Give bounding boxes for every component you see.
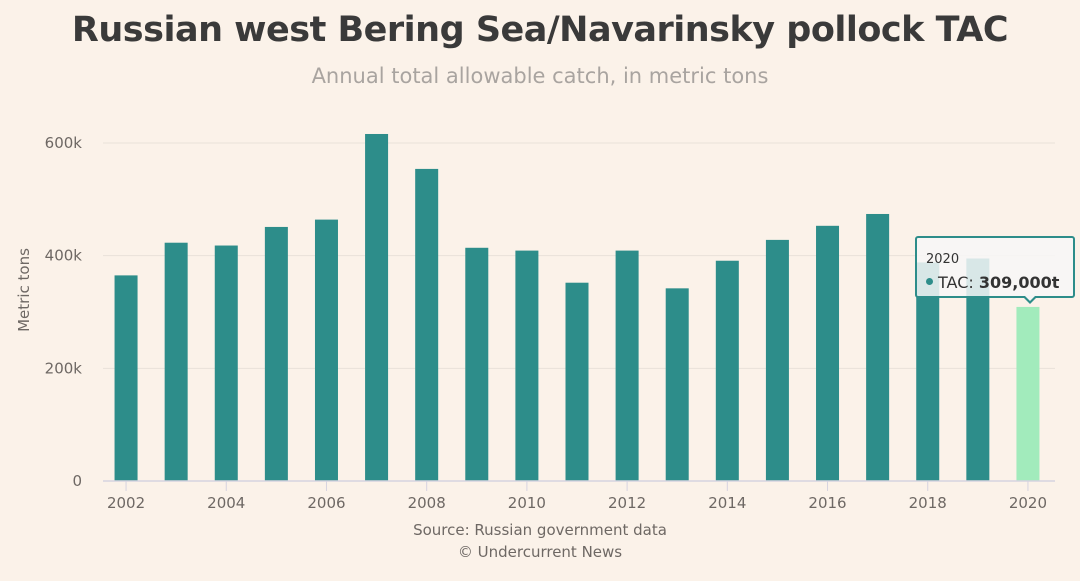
bar-2003[interactable] bbox=[164, 242, 188, 481]
tooltip-value: 309,000t bbox=[978, 273, 1060, 292]
bar-2009[interactable] bbox=[465, 247, 489, 481]
tooltip-arrow-fill bbox=[1024, 295, 1036, 301]
x-tick-label: 2014 bbox=[708, 494, 746, 512]
source-note: Source: Russian government data bbox=[413, 521, 667, 539]
y-axis-ticks: 0 200k 400k 600k bbox=[45, 134, 83, 490]
bar-2008[interactable] bbox=[415, 168, 439, 481]
x-tick-label: 2012 bbox=[608, 494, 646, 512]
bar-2007[interactable] bbox=[365, 133, 389, 481]
y-tick-label: 600k bbox=[45, 134, 83, 152]
tooltip-row: TAC: 309,000t bbox=[926, 273, 1059, 292]
bar-2005[interactable] bbox=[264, 226, 288, 481]
bar-2004[interactable] bbox=[214, 245, 238, 481]
bar-2010[interactable] bbox=[515, 250, 539, 481]
bar-2016[interactable] bbox=[816, 225, 840, 481]
chart-subtitle: Annual total allowable catch, in metric … bbox=[311, 64, 769, 88]
chart-title: Russian west Bering Sea/Navarinsky pollo… bbox=[71, 10, 1009, 50]
bars bbox=[114, 133, 1040, 482]
bar-2014[interactable] bbox=[715, 260, 739, 481]
bar-2006[interactable] bbox=[314, 219, 338, 481]
x-tick-label: 2018 bbox=[909, 494, 947, 512]
copyright-note: © Undercurrent News bbox=[457, 543, 623, 561]
y-tick-label: 200k bbox=[45, 359, 83, 377]
y-tick-label: 0 bbox=[72, 472, 82, 490]
bar-2015[interactable] bbox=[765, 239, 789, 481]
x-tick-label: 2010 bbox=[508, 494, 546, 512]
bar-2011[interactable] bbox=[565, 282, 589, 481]
bar-2002[interactable] bbox=[114, 275, 138, 481]
x-tick-label: 2020 bbox=[1009, 494, 1047, 512]
x-tick-label: 2008 bbox=[408, 494, 446, 512]
y-tick-label: 400k bbox=[45, 247, 83, 265]
bar-2019[interactable] bbox=[966, 258, 990, 481]
tooltip-label: TAC: bbox=[938, 273, 979, 292]
x-tick-label: 2002 bbox=[107, 494, 145, 512]
bar-2012[interactable] bbox=[615, 250, 639, 481]
series-dot-icon bbox=[926, 278, 933, 285]
bar-2013[interactable] bbox=[665, 288, 689, 481]
tooltip: 2020 TAC: 309,000t bbox=[915, 236, 1075, 298]
x-tick-label: 2016 bbox=[808, 494, 846, 512]
x-tick-label: 2006 bbox=[307, 494, 345, 512]
x-axis-ticks: 2002 2004 2006 2008 2010 2012 2014 2016 2018 2020 bbox=[107, 481, 1047, 512]
bar-2020[interactable] bbox=[1016, 306, 1040, 481]
bar-2018[interactable] bbox=[916, 262, 940, 481]
x-tick-label: 2004 bbox=[207, 494, 245, 512]
y-axis-label: Metric tons bbox=[15, 248, 33, 332]
bar-2017[interactable] bbox=[866, 213, 890, 482]
tooltip-year: 2020 bbox=[926, 252, 960, 267]
